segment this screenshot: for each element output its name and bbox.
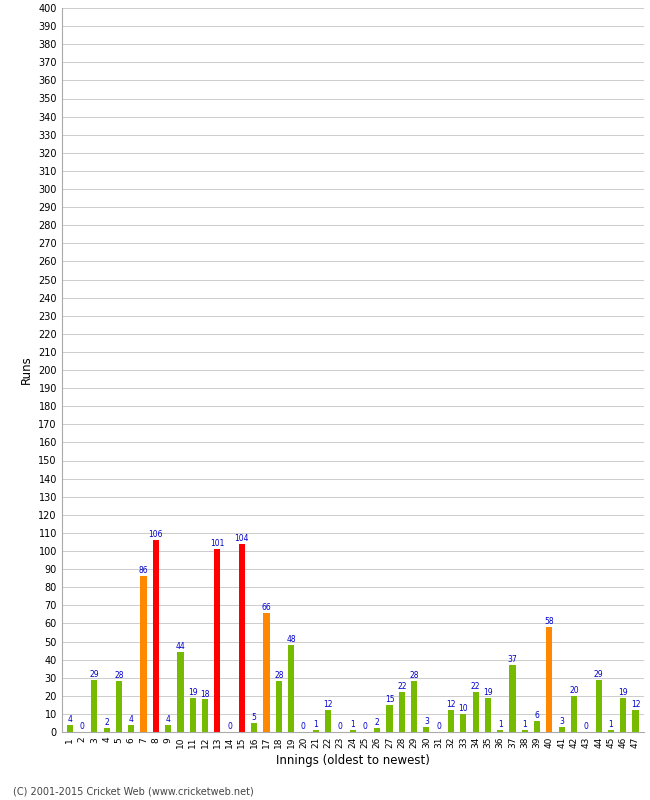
Bar [411, 682, 417, 732]
Text: 0: 0 [436, 722, 441, 731]
Bar [202, 699, 208, 732]
Bar [214, 549, 220, 732]
Bar [239, 544, 245, 732]
Text: 0: 0 [227, 722, 232, 731]
Text: (C) 2001-2015 Cricket Web (www.cricketweb.net): (C) 2001-2015 Cricket Web (www.cricketwe… [13, 786, 254, 796]
Text: 48: 48 [286, 635, 296, 644]
Text: 4: 4 [129, 715, 134, 724]
Bar [398, 692, 405, 732]
Bar [620, 698, 627, 732]
Text: 29: 29 [594, 670, 603, 678]
Bar [165, 725, 171, 732]
Text: 0: 0 [301, 722, 306, 731]
Bar [190, 698, 196, 732]
Bar [263, 613, 270, 732]
Text: 2: 2 [104, 718, 109, 727]
Text: 58: 58 [545, 617, 554, 626]
Text: 12: 12 [323, 700, 333, 710]
Bar [534, 721, 540, 732]
Bar [91, 679, 98, 732]
Bar [276, 682, 282, 732]
Text: 1: 1 [523, 720, 527, 730]
Bar [522, 730, 528, 732]
Text: 0: 0 [584, 722, 589, 731]
Text: 29: 29 [90, 670, 99, 678]
Bar [177, 652, 183, 732]
Bar [251, 723, 257, 732]
Text: 22: 22 [397, 682, 406, 691]
Bar [448, 710, 454, 732]
Bar [350, 730, 356, 732]
Bar [473, 692, 478, 732]
Text: 3: 3 [424, 717, 429, 726]
Text: 6: 6 [535, 711, 539, 720]
Bar [608, 730, 614, 732]
Text: 28: 28 [410, 671, 419, 681]
Text: 2: 2 [375, 718, 380, 727]
Text: 0: 0 [338, 722, 343, 731]
Text: 12: 12 [630, 700, 640, 710]
Text: 20: 20 [569, 686, 578, 695]
Bar [288, 645, 294, 732]
Text: 1: 1 [608, 720, 614, 730]
Text: 37: 37 [508, 655, 517, 664]
Text: 4: 4 [68, 715, 72, 724]
Text: 104: 104 [235, 534, 249, 543]
Text: 106: 106 [149, 530, 163, 539]
Text: 1: 1 [498, 720, 502, 730]
Text: 0: 0 [79, 722, 84, 731]
Y-axis label: Runs: Runs [20, 356, 32, 384]
Bar [103, 728, 110, 732]
Text: 1: 1 [313, 720, 318, 730]
Text: 3: 3 [559, 717, 564, 726]
Text: 66: 66 [262, 602, 272, 612]
Bar [595, 679, 602, 732]
Bar [571, 696, 577, 732]
Bar [423, 726, 430, 732]
Bar [485, 698, 491, 732]
Bar [116, 682, 122, 732]
Text: 12: 12 [447, 700, 456, 710]
Bar [374, 728, 380, 732]
Bar [497, 730, 503, 732]
Text: 0: 0 [363, 722, 367, 731]
Text: 15: 15 [385, 695, 395, 704]
X-axis label: Innings (oldest to newest): Innings (oldest to newest) [276, 754, 430, 767]
Text: 19: 19 [618, 688, 628, 697]
Text: 22: 22 [471, 682, 480, 691]
Text: 28: 28 [274, 671, 283, 681]
Bar [140, 576, 147, 732]
Bar [510, 665, 515, 732]
Bar [325, 710, 331, 732]
Bar [460, 714, 467, 732]
Text: 19: 19 [483, 688, 493, 697]
Bar [153, 540, 159, 732]
Text: 19: 19 [188, 688, 198, 697]
Text: 28: 28 [114, 671, 124, 681]
Bar [67, 725, 73, 732]
Bar [547, 627, 552, 732]
Text: 5: 5 [252, 713, 257, 722]
Text: 44: 44 [176, 642, 185, 651]
Bar [387, 705, 393, 732]
Text: 10: 10 [458, 704, 468, 713]
Bar [632, 710, 638, 732]
Text: 86: 86 [138, 566, 148, 575]
Bar [558, 726, 565, 732]
Bar [313, 730, 318, 732]
Text: 101: 101 [210, 539, 224, 548]
Text: 1: 1 [350, 720, 355, 730]
Text: 18: 18 [200, 690, 210, 698]
Bar [128, 725, 135, 732]
Text: 4: 4 [166, 715, 170, 724]
